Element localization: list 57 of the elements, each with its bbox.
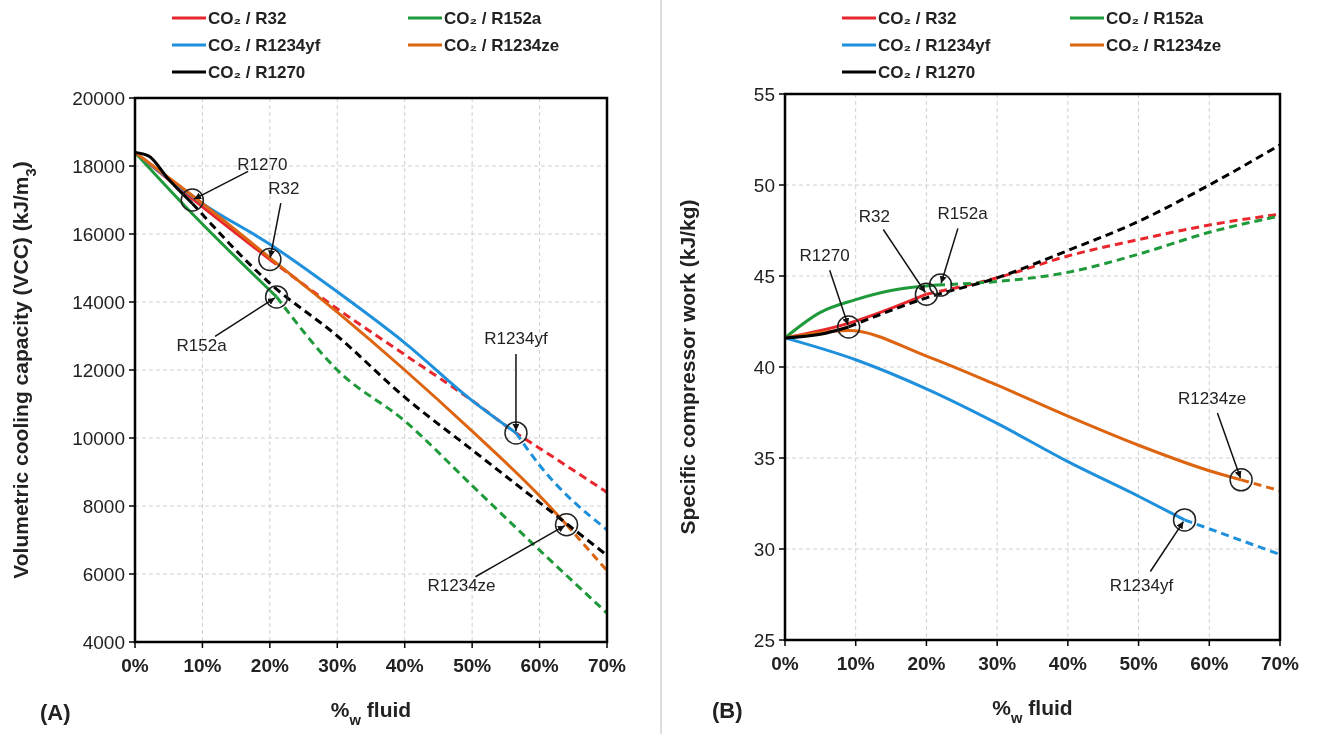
text: (B) xyxy=(712,698,743,723)
x-axis-title: %$_{w}$ fluid xyxy=(992,696,1073,726)
annotation: R152a xyxy=(176,335,228,355)
annotation: R1270 xyxy=(799,245,850,265)
legend-label: CO₂ / R1270 xyxy=(208,63,306,82)
annotation: R1234yf xyxy=(484,328,548,348)
y-tick-label: 4000 xyxy=(82,632,125,653)
y-tick-label: 35 xyxy=(753,448,775,469)
x-tick-label: 20% xyxy=(250,655,289,676)
legend-label: CO₂ / R32 xyxy=(878,9,957,28)
x-tick-label: 20% xyxy=(907,653,946,674)
y-tick-label: 8000 xyxy=(82,496,125,517)
y-tick-label: 12000 xyxy=(72,360,125,381)
legend-label: CO₂ / R1234ze xyxy=(444,36,560,55)
x-tick-label: 70% xyxy=(587,655,627,676)
x-tick-label: 10% xyxy=(183,655,222,676)
y-tick-label: 45 xyxy=(753,266,775,287)
x-tick-label: 0% xyxy=(771,653,799,674)
legend-label: CO₂ / R1234yf xyxy=(208,36,321,55)
x-tick-label: 70% xyxy=(1260,653,1300,674)
annotation: R32 xyxy=(858,207,891,227)
x-tick-label: 40% xyxy=(1048,653,1087,674)
y-tick-label: 50 xyxy=(753,175,775,196)
legend-label: CO₂ / R32 xyxy=(208,9,287,28)
legend-label: CO₂ / R1270 xyxy=(878,63,976,82)
y-tick-label: 14000 xyxy=(72,292,125,313)
legend-label: CO₂ / R152a xyxy=(1106,9,1204,28)
y-tick-label: 55 xyxy=(753,84,775,105)
x-tick-label: 50% xyxy=(453,655,492,676)
y-tick-label: 10000 xyxy=(72,428,125,449)
y-tick-label: 18000 xyxy=(72,156,125,177)
annotation: R1234yf xyxy=(1109,575,1174,595)
x-tick-label: 60% xyxy=(1190,653,1229,674)
annotation: R1234ze xyxy=(427,575,496,595)
annotation: R1234ze xyxy=(1178,388,1247,408)
y-tick-label: 40 xyxy=(753,357,775,378)
x-tick-label: 10% xyxy=(836,653,875,674)
y-tick-label: 25 xyxy=(753,630,775,651)
x-tick-label: 50% xyxy=(1119,653,1158,674)
y-axis-title: Specific compressor work (kJ/kg) xyxy=(676,199,699,535)
annotation: R1270 xyxy=(237,155,288,174)
y-tick-label: 30 xyxy=(753,539,775,560)
y-tick-label: 6000 xyxy=(82,564,125,585)
x-tick-label: 30% xyxy=(318,655,357,676)
x-tick-label: 40% xyxy=(385,655,424,676)
x-tick-label: 30% xyxy=(978,653,1017,674)
legend-label: CO₂ / R152a xyxy=(444,9,542,28)
y-tick-label: 16000 xyxy=(72,224,125,245)
x-axis-title: %$_{w}$ fluid xyxy=(330,698,412,728)
annotation: R32 xyxy=(268,178,300,198)
annotation: R152a xyxy=(937,204,989,224)
legend-label: CO₂ / R1234ze xyxy=(1106,36,1222,55)
x-tick-label: 0% xyxy=(121,655,149,676)
x-tick-label: 60% xyxy=(520,655,559,676)
legend-label: CO₂ / R1234yf xyxy=(878,36,991,55)
text: (A) xyxy=(40,700,71,725)
y-tick-label: 20000 xyxy=(72,88,125,109)
